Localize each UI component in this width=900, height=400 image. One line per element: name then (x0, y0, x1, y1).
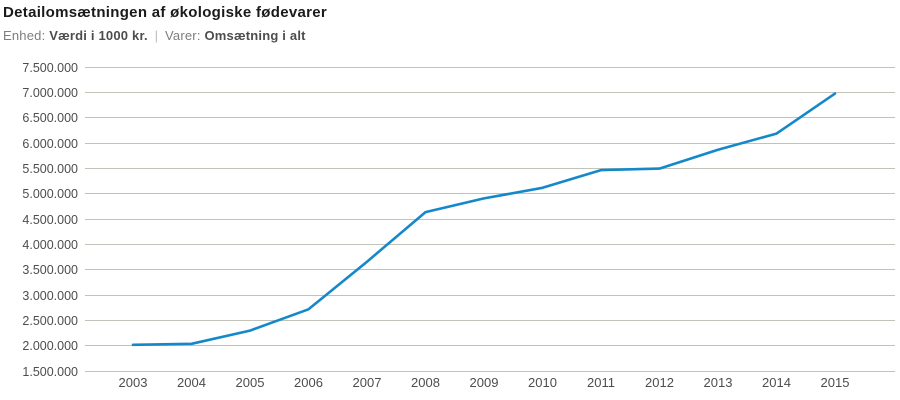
x-axis-tick-label: 2011 (587, 375, 615, 390)
y-axis-tick-label: 2.000.000 (22, 339, 78, 353)
y-axis-tick-label: 6.500.000 (22, 111, 78, 125)
chart-subtitle: Enhed: Værdi i 1000 kr. | Varer: Omsætni… (3, 28, 306, 43)
x-axis-tick-label: 2003 (119, 375, 148, 390)
varer-label: Varer: (165, 28, 201, 43)
chart-title: Detailomsætningen af økologiske fødevare… (3, 4, 328, 21)
y-axis-tick-label: 6.000.000 (22, 137, 78, 151)
x-axis-tick-label: 2009 (470, 375, 499, 390)
y-axis-tick-label: 5.000.000 (22, 187, 78, 201)
unit-value: Værdi i 1000 kr. (49, 28, 148, 43)
y-axis-tick-label: 7.000.000 (22, 86, 78, 100)
y-axis-tick-label: 7.500.000 (22, 61, 78, 75)
x-axis-tick-label: 2010 (528, 375, 557, 390)
x-axis-tick-label: 2015 (821, 375, 850, 390)
unit-label: Enhed: (3, 28, 46, 43)
y-axis-tick-label: 4.000.000 (22, 238, 78, 252)
y-axis-tick-label: 4.500.000 (22, 213, 78, 227)
y-axis-tick-label: 3.500.000 (22, 263, 78, 277)
x-axis-tick-label: 2007 (353, 375, 382, 390)
x-axis-tick-label: 2005 (236, 375, 265, 390)
y-axis-tick-label: 1.500.000 (22, 365, 78, 379)
y-axis-tick-label: 5.500.000 (22, 162, 78, 176)
x-axis-tick-label: 2012 (645, 375, 674, 390)
x-axis-tick-label: 2004 (177, 375, 206, 390)
x-axis-tick-label: 2006 (294, 375, 323, 390)
x-axis-tick-label: 2013 (704, 375, 733, 390)
subtitle-separator: | (154, 28, 159, 43)
y-axis-tick-label: 2.500.000 (22, 314, 78, 328)
y-axis-tick-label: 3.000.000 (22, 289, 78, 303)
data-line-omsaetning-i-alt (131, 92, 837, 347)
varer-value: Omsætning i alt (204, 28, 306, 43)
x-axis-tick-label: 2014 (762, 375, 791, 390)
x-axis-tick-label: 2008 (411, 375, 440, 390)
